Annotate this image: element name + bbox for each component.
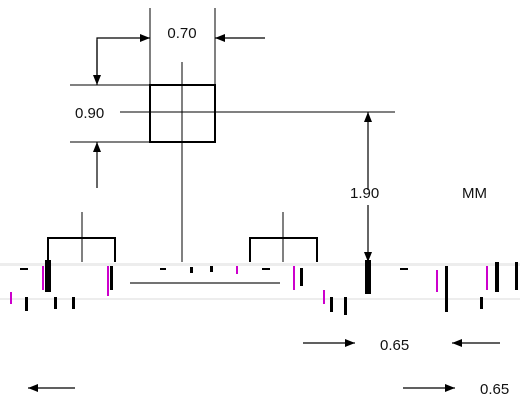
lead-pitch-lower-label: 0.65 bbox=[480, 381, 509, 398]
pad-height-label: 0.90 bbox=[75, 105, 104, 122]
render-artifacts bbox=[0, 260, 520, 315]
lead-pitch-label: 0.65 bbox=[380, 337, 409, 354]
pad-to-row-label: 1.90 bbox=[350, 185, 379, 202]
units-label: MM bbox=[462, 185, 487, 202]
lower-pad-right bbox=[249, 212, 318, 262]
width-arrow-left bbox=[96, 34, 150, 78]
lower-pad-left bbox=[47, 212, 116, 262]
pad-width-label: 0.70 bbox=[167, 25, 196, 42]
